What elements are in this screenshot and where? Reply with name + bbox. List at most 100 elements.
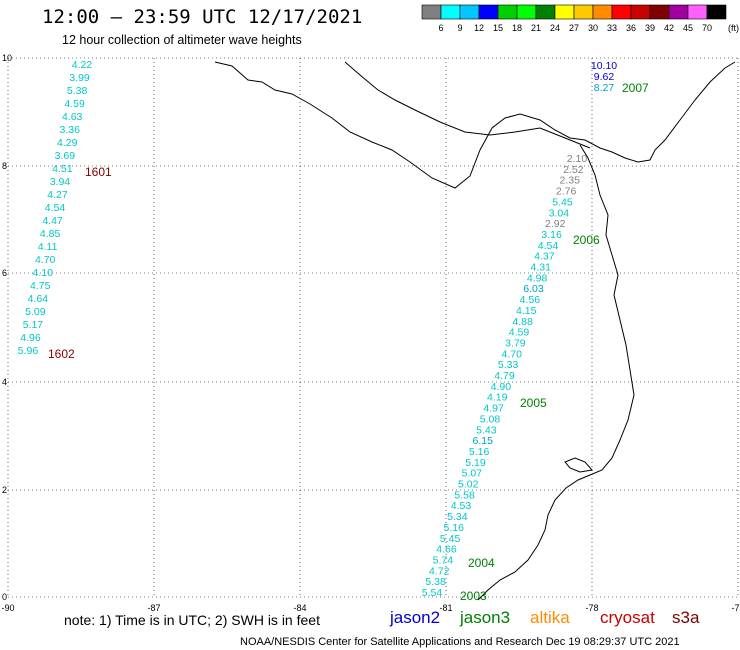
color-swatch xyxy=(497,4,518,20)
wave-height-value: 4.53 xyxy=(451,500,472,512)
x-tick-label: -81 xyxy=(439,603,452,613)
wave-height-value: 4.22 xyxy=(72,59,93,71)
x-tick-label: -78 xyxy=(585,603,598,613)
track-label: 2003 xyxy=(460,589,487,603)
color-scale-label: 24 xyxy=(550,23,560,33)
wave-height-value: 4.19 xyxy=(487,392,508,404)
coast-inlet xyxy=(564,457,593,473)
color-scale-label: 15 xyxy=(493,23,503,33)
wave-height-value: 5.08 xyxy=(480,413,501,425)
wave-height-value: 4.72 xyxy=(429,565,450,577)
wave-height-value: 2.52 xyxy=(563,164,584,176)
wave-height-value: 4.31 xyxy=(531,262,552,274)
wave-height-value: 4.96 xyxy=(20,332,41,344)
y-tick-label: 2 xyxy=(2,485,7,495)
wave-height-value: 3.16 xyxy=(541,229,562,241)
wave-height-value: 4.29 xyxy=(57,137,78,149)
color-scale-label: 33 xyxy=(607,23,617,33)
y-tick-label: 4 xyxy=(2,377,7,387)
legend-jason2: jason2 xyxy=(390,608,441,627)
color-scale-label: 42 xyxy=(664,23,674,33)
wave-height-value: 4.97 xyxy=(483,403,504,415)
wave-height-value: 8.27 xyxy=(594,82,615,94)
wave-height-value: 4.63 xyxy=(62,111,83,123)
wave-height-value: 4.75 xyxy=(30,280,51,292)
color-swatch xyxy=(535,4,556,20)
x-tick-label: -84 xyxy=(293,603,306,613)
y-tick-label: 0 xyxy=(2,592,7,602)
wave-height-value: 5.45 xyxy=(440,533,461,545)
color-swatch xyxy=(687,4,708,20)
wave-height-value: 4.70 xyxy=(502,348,523,360)
color-scale-label: 70 xyxy=(702,23,712,33)
wave-height-value: 4.56 xyxy=(520,294,541,306)
wave-height-value: 2.92 xyxy=(545,218,566,230)
wave-height-value: 5.74 xyxy=(433,554,454,566)
wave-height-value: 4.64 xyxy=(28,293,49,305)
wave-height-value: 4.88 xyxy=(512,316,533,328)
y-tick-label: 10 xyxy=(2,53,12,63)
wave-height-value: 4.59 xyxy=(509,327,530,339)
wave-height-value: 3.69 xyxy=(55,150,76,162)
wave-height-value: 5.58 xyxy=(454,489,475,501)
wave-height-value: 3.04 xyxy=(549,207,570,219)
wave-height-value: 5.33 xyxy=(498,359,519,371)
y-tick-label: 6 xyxy=(2,268,7,278)
color-scale-label: 18 xyxy=(512,23,522,33)
wave-height-value: 4.51 xyxy=(52,163,73,175)
color-swatch xyxy=(421,4,442,20)
wave-height-value: 5.16 xyxy=(469,446,490,458)
wave-height-value: 6.03 xyxy=(523,283,544,295)
wave-height-value: 4.54 xyxy=(538,240,559,252)
color-scale-label: 39 xyxy=(645,23,655,33)
wave-height-value: 3.79 xyxy=(505,337,526,349)
altimeter-tracks: 4.223.995.384.594.633.364.293.694.513.94… xyxy=(18,59,649,603)
north-coastline xyxy=(214,61,736,189)
legend-note: note: 1) Time is in UTC; 2) SWH is in fe… xyxy=(64,612,320,628)
footer-credit: NOAA/NESDIS Center for Satellite Applica… xyxy=(240,636,680,648)
color-swatch xyxy=(592,4,613,20)
wave-height-value: 10.10 xyxy=(591,60,617,72)
color-swatch xyxy=(611,4,632,20)
north-coast-detail xyxy=(344,61,591,149)
color-swatch xyxy=(573,4,594,20)
track-label: 1602 xyxy=(48,347,75,361)
wave-height-value: 5.34 xyxy=(447,511,468,523)
wave-height-value: 2.76 xyxy=(556,186,577,198)
color-scale-label: 12 xyxy=(474,23,484,33)
wave-height-value: 4.66 xyxy=(436,544,457,556)
track-label: 2007 xyxy=(622,81,649,95)
x-tick-label: -75 xyxy=(731,603,740,613)
legend-jason3: jason3 xyxy=(460,608,511,627)
wave-height-value: 9.62 xyxy=(594,71,615,83)
color-scale-label: 30 xyxy=(588,23,598,33)
color-swatch xyxy=(668,4,689,20)
track-label: 2004 xyxy=(468,556,495,570)
map-subtitle: 12 hour collection of altimeter wave hei… xyxy=(62,33,302,47)
wave-height-value: 5.19 xyxy=(465,457,486,469)
wave-height-value: 4.79 xyxy=(494,370,515,382)
wave-height-value: 5.38 xyxy=(67,85,88,97)
color-scale-label: 36 xyxy=(626,23,636,33)
wave-height-value: 4.85 xyxy=(40,228,61,240)
legend-altika: altika xyxy=(530,608,570,627)
legend-s3a: s3a xyxy=(672,608,700,627)
track-label: 2006 xyxy=(573,233,600,247)
wave-height-value: 4.37 xyxy=(534,251,555,263)
wave-height-value: 5.09 xyxy=(25,306,46,318)
color-scale-label: 27 xyxy=(569,23,579,33)
wave-height-value: 5.38 xyxy=(425,576,446,588)
wave-height-value: 4.11 xyxy=(38,241,58,253)
color-swatch xyxy=(554,4,575,20)
wave-height-value: 4.90 xyxy=(491,381,512,393)
wave-height-value: 5.45 xyxy=(552,196,573,208)
wave-height-value: 4.59 xyxy=(64,98,85,110)
wave-height-value: 4.47 xyxy=(42,215,63,227)
wave-height-value: 4.10 xyxy=(33,267,54,279)
coastline xyxy=(214,61,736,601)
wave-height-value: 5.07 xyxy=(462,468,483,480)
wave-height-value: 4.27 xyxy=(47,189,68,201)
wave-height-value: 6.15 xyxy=(473,435,494,447)
wave-height-value: 4.70 xyxy=(35,254,56,266)
